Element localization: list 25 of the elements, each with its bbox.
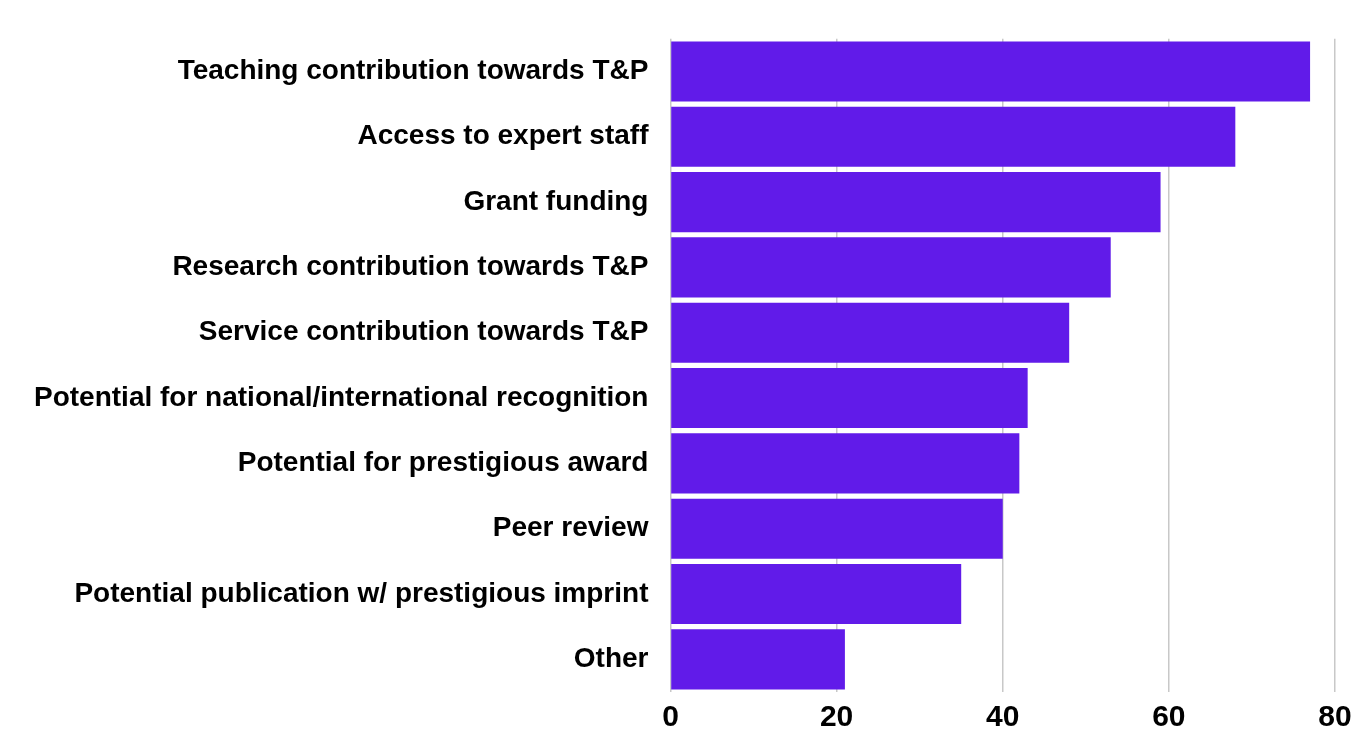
y-tick-label: Peer review — [492, 511, 649, 543]
y-tick-label: Research contribution towards T&P — [172, 250, 649, 282]
bar — [671, 433, 1020, 494]
bar — [671, 368, 1028, 429]
x-tick-label: 0 — [662, 699, 679, 733]
bar — [671, 106, 1236, 167]
y-tick-label: Potential for prestigious award — [237, 446, 649, 478]
bar — [671, 498, 1003, 559]
y-tick-label: Access to expert staff — [357, 119, 650, 151]
x-tick-label: 20 — [819, 699, 854, 733]
bar — [671, 563, 962, 625]
bar — [671, 237, 1111, 298]
y-tick-label: Potential publication w/ prestigious imprint — [74, 576, 649, 608]
y-tick-label: Potential for national/international recognition — [34, 380, 649, 412]
y-tick-label: Teaching contribution towards T&P — [177, 54, 649, 86]
y-tick-label: Grant funding — [463, 184, 649, 216]
bar — [671, 172, 1161, 233]
bar — [671, 302, 1070, 363]
x-tick-label: 40 — [986, 699, 1020, 733]
bar — [671, 629, 845, 690]
y-tick-label: Other — [573, 642, 649, 674]
x-tick-label: 60 — [1152, 699, 1186, 733]
bar — [671, 41, 1311, 102]
y-tick-label: Service contribution towards T&P — [198, 315, 649, 347]
x-tick-label: 80 — [1318, 699, 1352, 733]
